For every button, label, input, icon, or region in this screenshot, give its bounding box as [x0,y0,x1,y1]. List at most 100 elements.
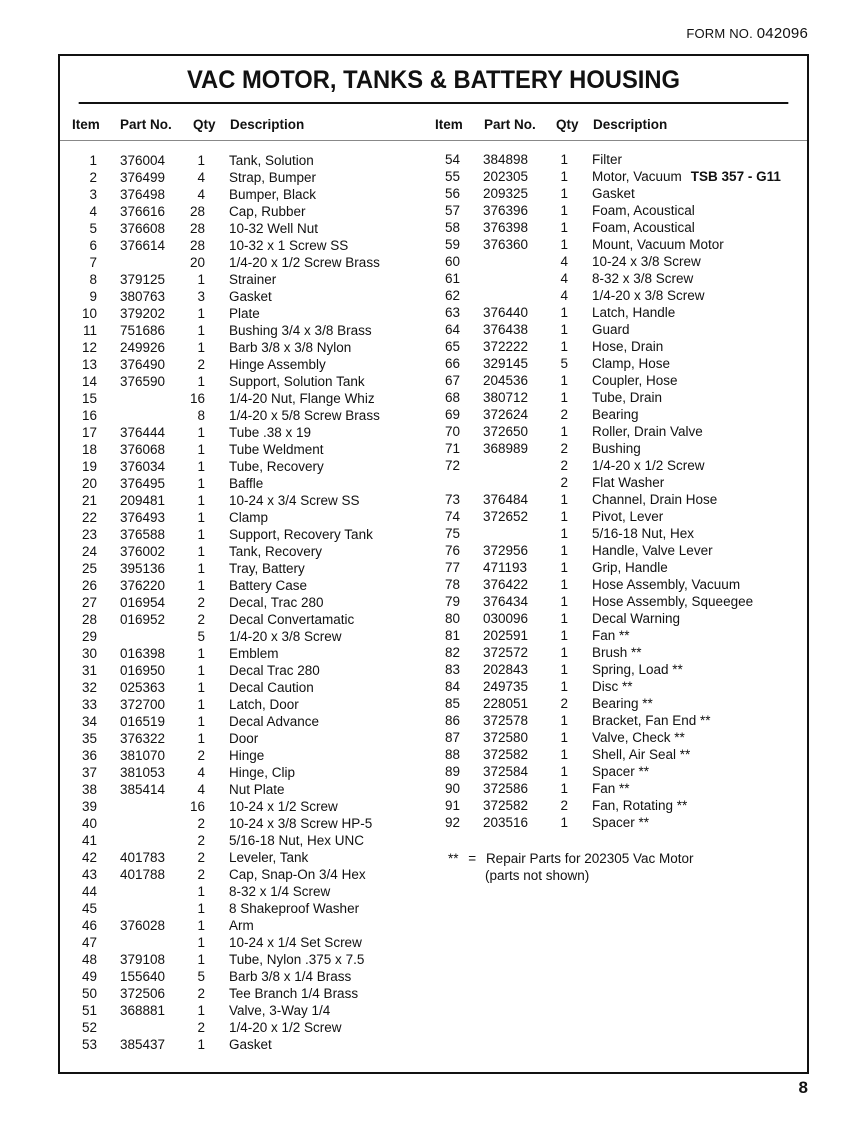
part-number: 376004 [120,153,166,168]
quantity: 1 [560,611,568,626]
table-row: 63 376440 1 Latch, Handle [60,304,800,321]
header-description-right: Description [593,117,668,132]
item-number: 38 [81,782,97,797]
quantity: 2 [560,458,568,473]
table-row: 52 2 1/4-20 x 1/2 Screw [60,1019,800,1036]
table-row: 15 16 1/4-20 Nut, Flange Whiz [60,390,800,407]
quantity: 1 [560,713,568,728]
part-number: 016950 [120,663,166,678]
form-number: FORM NO. 042096 [686,25,808,42]
header-item-left: Item [72,117,100,132]
table-row: 37 381053 4 Hinge, Clip [60,764,800,781]
item-number: 74 [444,509,460,524]
item-number: 53 [81,1037,97,1052]
quantity: 1 [197,306,205,321]
part-number: 376588 [120,527,166,542]
table-row: 18 376068 1 Tube Weldment [60,441,800,458]
description: 1/4-20 x 3/8 Screw [229,629,342,644]
table-row: 42 401783 2 Leveler, Tank [60,849,800,866]
table-row: 78 376422 1 Hose Assembly, Vacuum [60,576,800,593]
item-number: 11 [82,323,97,338]
part-number: 372506 [120,986,166,1001]
description: 8-32 x 1/4 Screw [229,884,331,899]
header-divider [60,140,807,141]
item-number: 91 [444,798,460,813]
description: Decal Trac 280 [229,663,320,678]
item-number: 52 [81,1020,97,1035]
table-row: 22 376493 1 Clamp [60,509,800,526]
quantity: 1 [197,918,205,933]
table-row: 49 155640 5 Barb 3/8 x 1/4 Brass [60,968,800,985]
quantity: 1 [197,884,205,899]
table-row: 65 372222 1 Hose, Drain [60,338,800,355]
table-row: 57 376396 1 Foam, Acoustical [60,202,800,219]
quantity: 2 [560,441,568,456]
item-number: 67 [444,373,460,388]
table-row: 64 376438 1 Guard [60,321,800,338]
item-number: 69 [444,407,460,422]
quantity: 5 [197,629,205,644]
table-row: 79 376434 1 Hose Assembly, Squeegee [60,593,800,610]
description: Decal, Trac 280 [229,595,324,610]
description: Fan ** [592,628,630,643]
part-number: 376434 [483,594,529,609]
table-row: 80 030096 1 Decal Warning [60,610,800,627]
description: Bearing [592,407,639,422]
item-number: 66 [444,356,460,371]
description: Handle, Valve Lever [592,543,713,558]
table-row: 92 203516 1 Spacer ** [60,814,800,831]
part-number: 376490 [120,357,166,372]
part-number: 751686 [120,323,166,338]
item-number: 31 [81,663,97,678]
table-row: 19 376034 1 Tube, Recovery [60,458,800,475]
item-number: 92 [444,815,460,830]
description: Barb 3/8 x 1/4 Brass [229,969,352,984]
table-row: 70 372650 1 Roller, Drain Valve [60,423,800,440]
table-row: 58 376398 1 Foam, Acoustical [60,219,800,236]
description: Cap, Snap-On 3/4 Hex [229,867,366,882]
part-number: 202843 [483,662,529,677]
quantity: 1 [560,373,568,388]
item-number: 79 [444,594,460,609]
quantity: 1 [560,577,568,592]
part-number: 376616 [120,204,166,219]
header-qty-left: Qty [193,117,216,132]
quantity: 1 [560,730,568,745]
description: Hinge, Clip [229,765,296,780]
quantity: 1 [560,390,568,405]
description: Gasket [592,186,635,201]
description: Flat Washer [592,475,665,490]
description: Leveler, Tank [229,850,309,865]
description: Hose, Drain [592,339,664,354]
table-row: 10 379202 1 Plate [60,305,800,322]
item-number: 6 [89,238,97,253]
description: Bracket, Fan End ** [592,713,711,728]
table-row: 86 372578 1 Bracket, Fan End ** [60,712,800,729]
description: 1/4-20 x 5/8 Screw Brass [229,408,380,423]
part-number: 376422 [483,577,529,592]
item-number: 60 [444,254,460,269]
description: 10-24 x 1/2 Screw [229,799,338,814]
item-number: 50 [81,986,97,1001]
description: Spacer ** [592,764,650,779]
table-row: 71 368989 2 Bushing [60,440,800,457]
quantity: 1 [197,935,205,950]
table-row: 51 368881 1 Valve, 3-Way 1/4 [60,1002,800,1019]
table-row: 41 2 5/16-18 Nut, Hex UNC [60,832,800,849]
table-row: 47 1 10-24 x 1/4 Set Screw [60,934,800,951]
quantity: 1 [560,152,568,167]
description: Barb 3/8 x 3/8 Nylon [229,340,352,355]
quantity: 1 [560,560,568,575]
quantity: 2 [197,612,205,627]
item-number: 34 [81,714,97,729]
part-number: 381070 [120,748,166,763]
description: Hose Assembly, Vacuum [592,577,741,592]
table-row: 60 4 10-24 x 3/8 Screw [60,253,800,270]
quantity: 8 [197,408,205,423]
part-number: 376068 [120,442,166,457]
description: Tray, Battery [229,561,305,576]
quantity: 1 [197,561,205,576]
item-number: 51 [81,1003,97,1018]
item-number: 7 [89,255,97,270]
quantity: 1 [560,237,568,252]
